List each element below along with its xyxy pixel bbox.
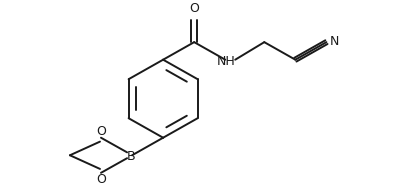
Text: B: B [127,150,136,163]
Text: O: O [96,125,106,138]
Text: O: O [189,2,199,15]
Text: O: O [96,173,106,186]
Text: NH: NH [217,55,236,68]
Text: N: N [330,35,339,48]
